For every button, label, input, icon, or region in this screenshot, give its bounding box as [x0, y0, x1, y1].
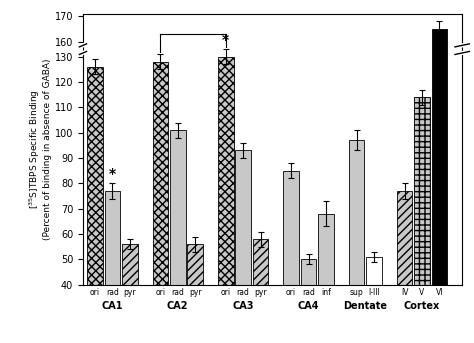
Text: rad: rad	[237, 288, 250, 297]
Text: rad: rad	[106, 288, 119, 297]
Bar	[301, 259, 316, 285]
Text: VI: VI	[436, 288, 443, 297]
Text: Dentate: Dentate	[343, 301, 387, 311]
Bar	[283, 171, 299, 285]
Bar	[236, 151, 251, 285]
Text: rad: rad	[171, 288, 184, 297]
Bar	[170, 130, 185, 285]
Bar	[253, 239, 268, 285]
Bar	[87, 67, 103, 285]
Text: pyr: pyr	[254, 288, 267, 297]
Text: sup: sup	[350, 288, 364, 297]
Bar	[122, 244, 137, 285]
Text: *: *	[109, 167, 116, 181]
Text: CA2: CA2	[167, 301, 189, 311]
Text: ori: ori	[286, 288, 296, 297]
Text: inf: inf	[321, 288, 331, 297]
Text: IV: IV	[401, 288, 409, 297]
Bar	[414, 97, 430, 285]
Text: pyr: pyr	[189, 288, 201, 297]
Bar	[105, 191, 120, 285]
Text: ori: ori	[90, 288, 100, 297]
Bar	[187, 244, 203, 285]
Bar	[218, 57, 234, 285]
Text: pyr: pyr	[123, 288, 136, 297]
Text: I-III: I-III	[368, 288, 380, 297]
Bar	[318, 214, 334, 285]
Text: CA3: CA3	[232, 301, 254, 311]
Text: V: V	[419, 288, 425, 297]
Text: Cortex: Cortex	[404, 301, 440, 311]
Text: ori: ori	[155, 288, 165, 297]
Text: ori: ori	[221, 288, 231, 297]
Bar	[366, 257, 382, 285]
Text: CA4: CA4	[298, 301, 319, 311]
Bar	[432, 29, 447, 285]
Bar	[397, 191, 412, 285]
Bar	[153, 62, 168, 285]
Text: rad: rad	[302, 288, 315, 297]
Text: *: *	[222, 33, 229, 47]
Y-axis label: [$^{35}$S]TBPS Specific Binding
(Percent of binding in absence of GABA): [$^{35}$S]TBPS Specific Binding (Percent…	[27, 58, 52, 240]
Text: CA1: CA1	[101, 301, 123, 311]
Bar	[349, 140, 365, 285]
